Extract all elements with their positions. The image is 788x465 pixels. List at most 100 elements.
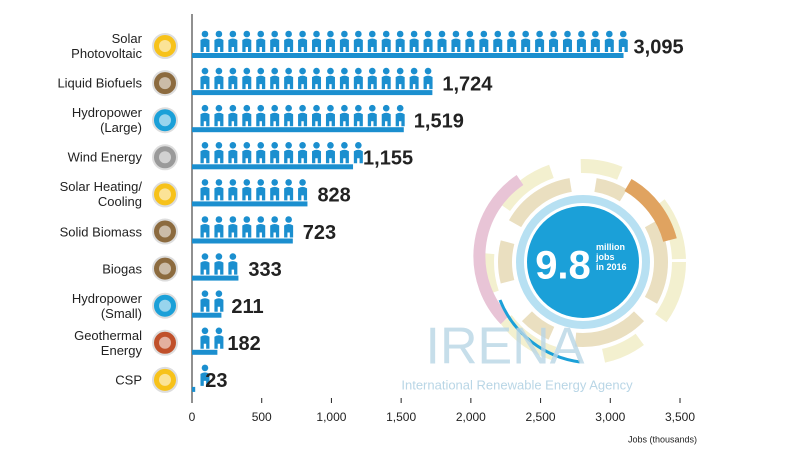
category-label: Geothermal Energy [74,327,142,358]
person-head [201,253,209,260]
bar [192,53,624,58]
person-head [396,67,404,75]
person-body [521,38,531,52]
person-body [549,38,559,52]
person-body [409,38,419,52]
person-head [201,30,209,38]
bar-group [192,30,628,58]
category-icon-inner [159,188,171,201]
person-head [215,253,223,260]
person-head [382,104,390,112]
person-head [243,104,251,112]
value-label: 182 [227,333,260,355]
person-head [285,216,292,223]
person-head [424,30,432,38]
person-body [535,38,545,52]
person-head [229,30,237,38]
bar [192,312,222,318]
person-head [271,179,278,186]
bar-group [192,327,224,355]
person-head [313,67,320,75]
x-tick-label: 0 [189,410,196,424]
person-head [564,30,571,38]
person-head [215,30,223,38]
person-body [200,372,210,386]
bar-group [192,290,224,318]
person-head [257,179,265,186]
person-head [201,216,209,223]
person-head [201,104,209,112]
person-head [201,364,209,372]
person-head [341,67,348,75]
person-body [312,149,322,164]
person-body [465,38,475,52]
person-head [243,142,251,149]
person-body [242,186,252,201]
person-head [619,30,627,38]
person-body [200,112,210,127]
person-head [480,30,488,38]
person-head [201,290,209,298]
person-head [257,67,265,75]
person-body [228,261,238,275]
person-head [243,67,251,75]
bar [192,90,433,96]
person-head [243,179,251,186]
person-head [606,30,613,38]
person-body [576,38,586,52]
person-body [367,112,377,127]
person-head [438,30,446,38]
ring-line [498,299,581,364]
person-head [396,104,404,112]
person-head [285,142,292,149]
ring-segment [624,178,677,243]
person-body [214,75,224,90]
person-head [550,30,557,38]
person-head [243,30,251,38]
person-head [229,104,237,112]
person-body [325,75,335,90]
person-body [312,112,322,127]
category-label: Wind Energy [67,149,142,165]
person-head [410,30,418,38]
person-body [270,149,280,164]
person-head [201,179,209,186]
person-body [493,38,503,52]
bar-group [192,67,433,96]
person-body [590,38,600,52]
bar [192,238,293,244]
person-body [451,38,461,52]
bar-group [192,104,405,133]
person-body [395,75,405,90]
person-body [298,112,308,127]
value-label: 333 [248,259,281,281]
x-tick-label: 3,500 [665,410,695,424]
bar-group [192,253,239,281]
x-axis-label: Jobs (thousands) [628,434,697,444]
bar-group [192,364,210,392]
person-body [214,261,224,275]
person-head [522,30,529,38]
person-head [215,104,223,112]
person-body [270,38,280,52]
person-body [270,75,280,90]
person-head [299,104,306,112]
category-label: Hydropower (Small) [71,290,142,321]
category-label: Solid Biomass [59,224,142,239]
person-head [285,179,292,186]
person-head [494,30,502,38]
bar [192,127,404,133]
person-body [242,149,252,164]
person-head [215,67,223,75]
person-head [243,216,251,223]
person-head [368,30,376,38]
person-body [214,335,224,349]
person-head [313,30,320,38]
person-head [257,30,265,38]
category-icon-inner [159,151,171,164]
person-head [271,216,278,223]
person-body [367,38,377,52]
ring [480,159,686,365]
person-body [325,38,335,52]
